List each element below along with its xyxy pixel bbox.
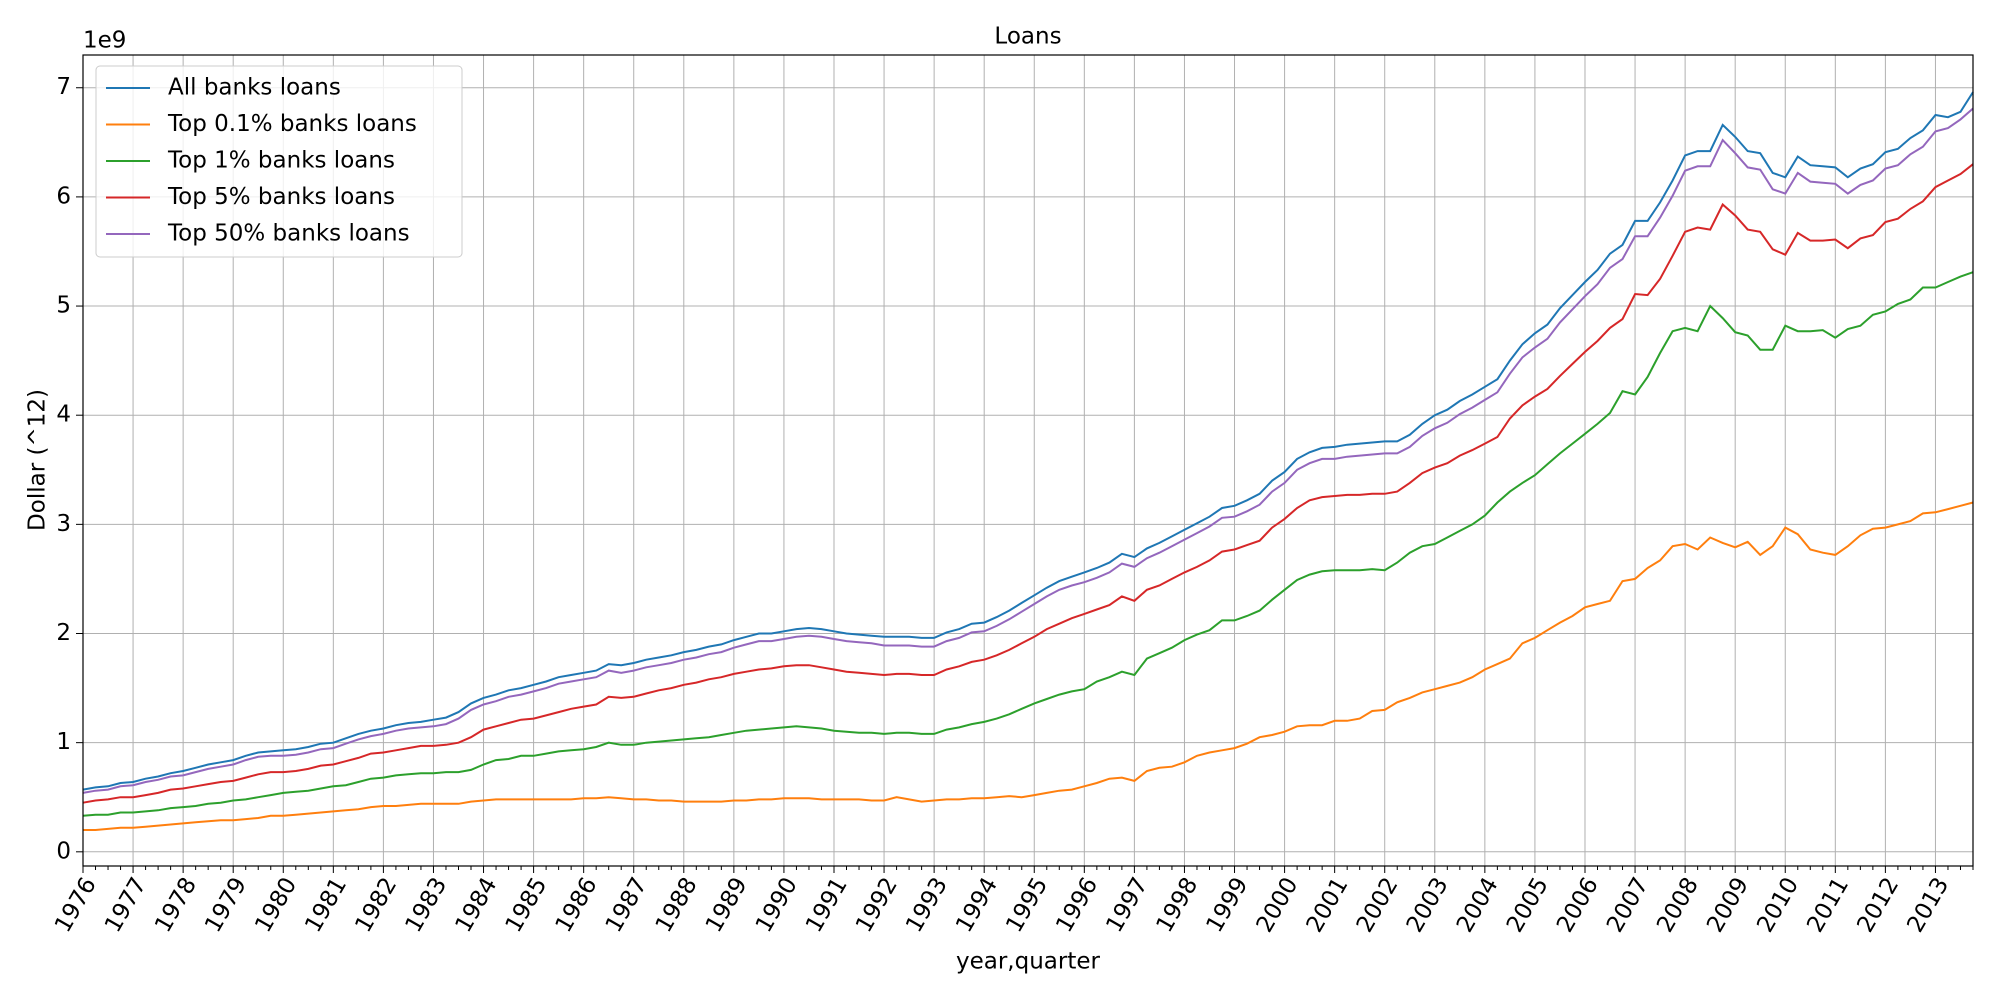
x-tick-label: 1980 [250,873,302,937]
y-tick-label: 3 [56,511,71,537]
legend-box [95,65,463,258]
x-tick-label: 1987 [601,873,653,937]
x-tick-label: 2003 [1402,873,1454,937]
x-tick-label: 1981 [300,873,352,937]
y-tick-label: 4 [56,402,71,428]
x-tick-label: 2002 [1352,873,1404,937]
x-tick-label: 2008 [1652,873,1704,937]
x-axis-label: year,quarter [956,949,1101,975]
series-line [82,107,1974,794]
y-tick-label: 7 [56,74,71,100]
y-tick-label: 0 [56,838,71,864]
y-tick-label: 2 [56,620,71,646]
x-tick-label: 1985 [501,873,553,937]
x-tick-label: 1977 [100,873,152,937]
series-line [83,501,1974,831]
series-line [82,163,1974,804]
x-tick-label: 1995 [1001,873,1053,937]
x-tick-label: 1988 [651,873,703,937]
x-tick-label: 1979 [200,873,252,937]
y-offset-label: 1e9 [83,28,126,54]
series-line [82,91,1974,791]
x-tick-label: 1990 [751,873,803,937]
x-tick-label: 1986 [551,873,603,937]
x-tick-label: 1982 [350,873,402,937]
legend-label: Top 0.1% banks loans [167,111,417,137]
x-tick-label: 1983 [400,873,452,937]
x-tick-label: 2005 [1502,873,1554,937]
x-tick-label: 2010 [1752,873,1804,937]
x-tick-label: 1992 [851,873,903,937]
x-tick-label: 1978 [150,873,202,937]
x-tick-label: 1998 [1151,873,1203,937]
y-tick-label: 6 [56,183,71,209]
y-tick-label: 5 [56,293,71,319]
x-tick-label: 2004 [1452,873,1504,937]
y-axis-label: Dollar (^12) [25,389,51,531]
x-tick-label: 2013 [1902,873,1954,937]
x-tick-label: 1994 [951,873,1003,937]
x-tick-label: 2001 [1302,873,1354,937]
x-tick-label: 1989 [701,873,753,937]
x-tick-label: 1997 [1101,873,1153,937]
x-tick-label: 1976 [50,873,102,937]
x-tick-label: 2000 [1252,873,1304,937]
x-tick-label: 2007 [1602,873,1654,937]
plot-frame [82,54,1974,867]
series-line [82,271,1974,817]
x-tick-label: 1996 [1051,873,1103,937]
x-tick-label: 1984 [451,873,503,937]
legend-label: Top 1% banks loans [167,148,395,174]
x-tick-label: 1993 [901,873,953,937]
chart-title: Loans [994,24,1061,50]
x-tick-label: 2006 [1552,873,1604,937]
x-tick-label: 2009 [1702,873,1754,937]
x-tick-label: 1999 [1202,873,1254,937]
x-tick-label: 2012 [1852,873,1904,937]
legend-label: All banks loans [168,75,341,101]
legend-label: Top 50% banks loans [167,221,410,247]
x-tick-label: 1991 [801,873,853,937]
x-tick-label: 2011 [1802,873,1854,937]
legend-label: Top 5% banks loans [167,184,395,210]
y-tick-label: 1 [56,729,71,755]
